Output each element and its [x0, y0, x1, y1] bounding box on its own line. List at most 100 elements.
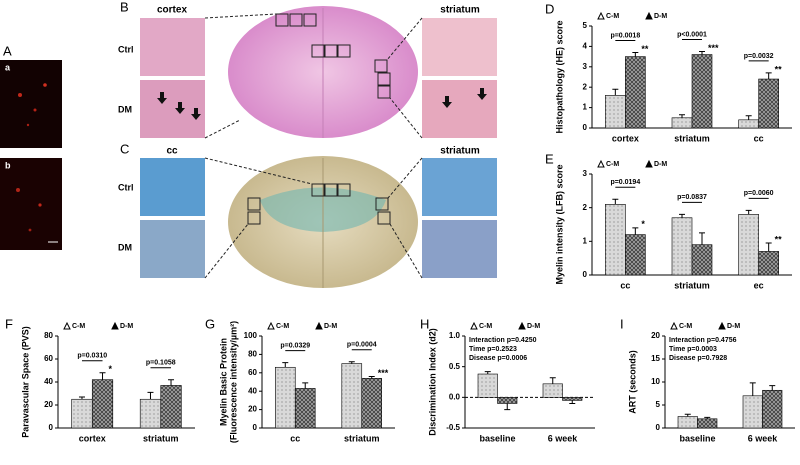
bar: [738, 119, 759, 129]
y-tick-label: 40: [248, 386, 257, 395]
x-tick-label: striatum: [344, 433, 380, 443]
bar: [625, 56, 646, 129]
error-bar: [632, 227, 639, 235]
bar: [497, 397, 518, 404]
error-bar: [699, 51, 705, 55]
legend-label: C-M: [679, 323, 692, 330]
y-tick-label: 2: [583, 82, 588, 91]
x-tick-label: cc: [620, 280, 630, 290]
bar: [294, 388, 316, 429]
y-tick-label: 15: [651, 354, 660, 363]
error-bar: [282, 362, 289, 368]
error-bar: [484, 371, 491, 375]
x-tick-label: 6 week: [748, 433, 779, 443]
error-bar: [699, 232, 705, 245]
y-tick-label: 3: [583, 62, 588, 71]
bar: [477, 373, 498, 398]
legend-marker: [267, 321, 275, 330]
bar: [758, 251, 779, 276]
y-tick-label: 20: [651, 331, 660, 340]
y-tick-label: 0: [253, 423, 258, 432]
legend-label: C-M: [606, 161, 619, 168]
y-tick-label: 3: [583, 169, 588, 178]
x-tick-label: 6 week: [548, 433, 579, 443]
bar: [742, 395, 763, 429]
significance-stars: ***: [378, 368, 389, 378]
bar: [671, 217, 693, 276]
legend-label: D-M: [527, 323, 540, 330]
bar: [341, 363, 363, 429]
y-tick-label: 80: [248, 350, 257, 359]
y-tick-label: 2: [583, 203, 588, 212]
column-label: cortex: [157, 5, 187, 16]
row-label: DM: [118, 242, 132, 252]
x-tick-label: baseline: [479, 433, 515, 443]
error-bar: [504, 403, 511, 411]
x-tick-label: ec: [754, 280, 764, 290]
panel-letter: B: [120, 0, 129, 14]
error-bar: [745, 115, 752, 120]
y-tick-label: 60: [44, 354, 53, 363]
micrograph: [0, 158, 62, 250]
y-tick-label: 20: [44, 400, 53, 409]
y-tick-label: 0: [49, 423, 54, 432]
x-tick-label: cortex: [612, 133, 639, 143]
legend-label: C-M: [276, 323, 289, 330]
bar: [738, 214, 759, 276]
legend-label: D-M: [727, 323, 740, 330]
p-value: p=0.0060: [744, 190, 774, 197]
p-value: p=0.0194: [610, 179, 640, 186]
bar: [71, 398, 93, 429]
y-axis-label: Histopathology (HE) score: [554, 20, 564, 133]
panel-b: B cortex striatum Ctrl DM: [118, 0, 497, 139]
legend-marker: [63, 321, 71, 330]
legend-marker: [718, 321, 726, 330]
y-axis-label: Paravascular Space (PVS): [20, 326, 30, 438]
error-bar: [168, 379, 175, 386]
bar: [605, 204, 626, 276]
bar: [691, 54, 713, 129]
legend-marker: [111, 321, 119, 330]
column-label: cc: [166, 146, 178, 157]
row-label: DM: [118, 104, 132, 114]
error-bar: [612, 88, 619, 96]
bar: [542, 383, 563, 398]
x-tick-label: cc: [290, 433, 300, 443]
bar: [562, 397, 583, 401]
panel-letter: C: [120, 141, 129, 156]
p-value: p=0.0032: [744, 53, 774, 60]
panel-letter: F: [5, 316, 13, 331]
annotation: Interaction p=0.4250: [469, 337, 537, 344]
y-tick-label: 10: [651, 377, 660, 386]
legend-marker: [470, 321, 478, 330]
sub-label: b: [5, 160, 11, 170]
error-bar: [749, 382, 756, 396]
legend-marker: [670, 321, 678, 330]
p-value: p=0.1058: [146, 360, 176, 367]
error-bar: [745, 209, 752, 215]
panel-c: C cc striatum Ctrl DM: [118, 141, 497, 288]
y-tick-label: 4: [583, 42, 588, 51]
bar: [361, 378, 383, 429]
bar: [691, 244, 713, 276]
annotation: Time p=0.2523: [469, 346, 517, 353]
legend-marker: [518, 321, 526, 330]
bar: [274, 366, 296, 429]
row-label: Ctrl: [118, 182, 134, 192]
x-tick-label: striatum: [674, 133, 710, 143]
error-bar: [765, 242, 772, 252]
error-bar: [704, 416, 711, 419]
error-bar: [769, 385, 776, 391]
y-axis-label: (Fluorescence intensity/µm²): [228, 321, 238, 443]
bar: [758, 78, 779, 129]
annotation: Disease p=0.0006: [469, 355, 527, 362]
bar: [762, 389, 783, 429]
bar: [625, 234, 646, 276]
annotation: Disease p=0.7928: [669, 355, 727, 362]
y-tick-label: 1: [583, 236, 588, 245]
y-tick-label: 0: [656, 423, 661, 432]
bar: [677, 416, 698, 429]
x-tick-label: striatum: [674, 280, 710, 290]
error-bar: [569, 400, 576, 404]
